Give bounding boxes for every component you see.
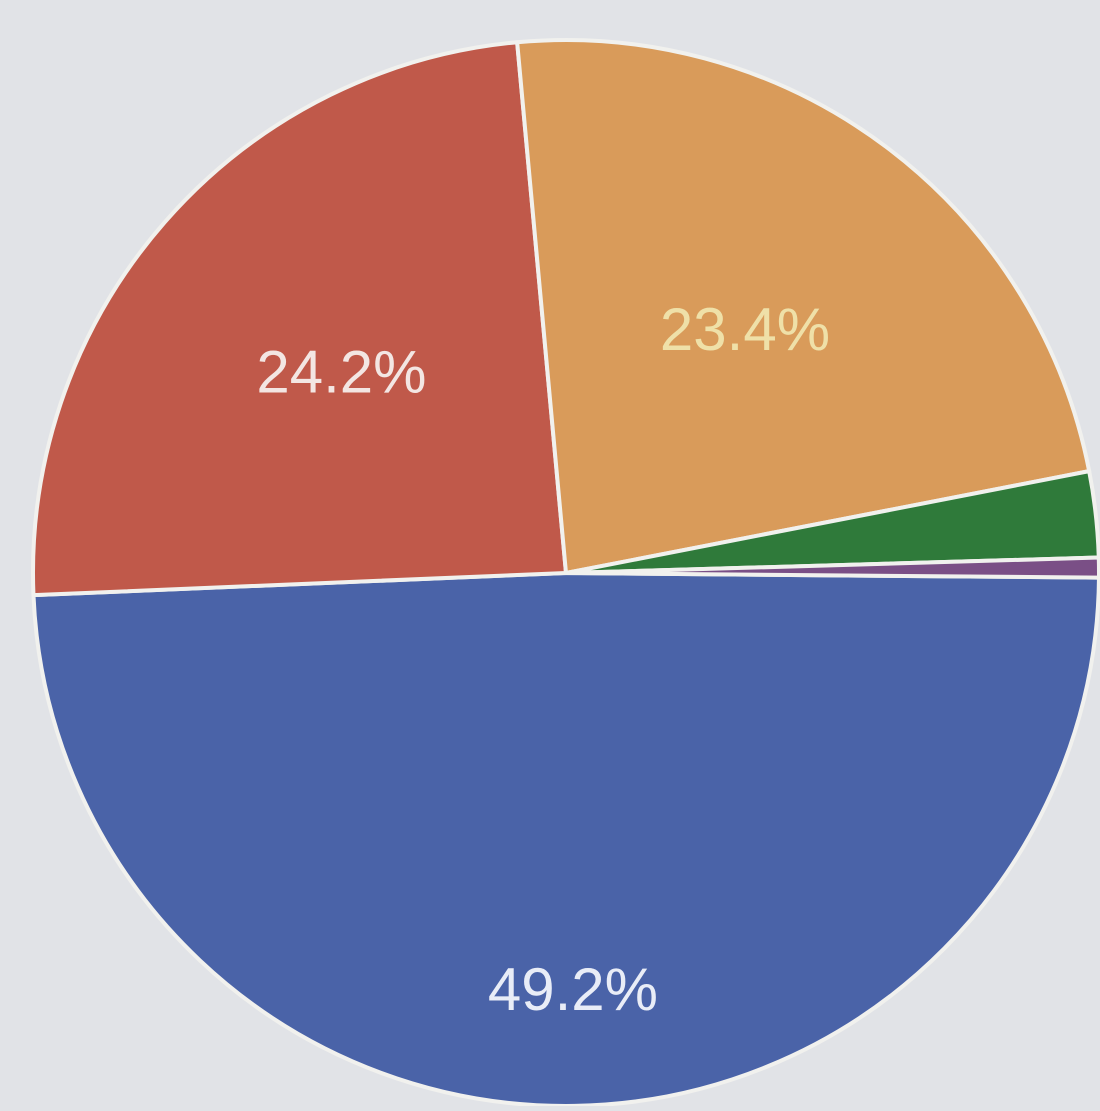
pie-slice-1: [31, 571, 1100, 1108]
pie-slice-2: [31, 40, 568, 598]
pie-data-labels: 49.2% 24.2% 23.4%: [256, 296, 830, 1023]
data-label-1: 49.2%: [488, 956, 658, 1023]
pie-slice-5: [564, 555, 1100, 580]
pie-slices: [31, 38, 1100, 1108]
pie-slice-3: [515, 38, 1092, 575]
data-label-2: 24.2%: [256, 338, 426, 405]
data-label-3: 23.4%: [660, 296, 830, 363]
